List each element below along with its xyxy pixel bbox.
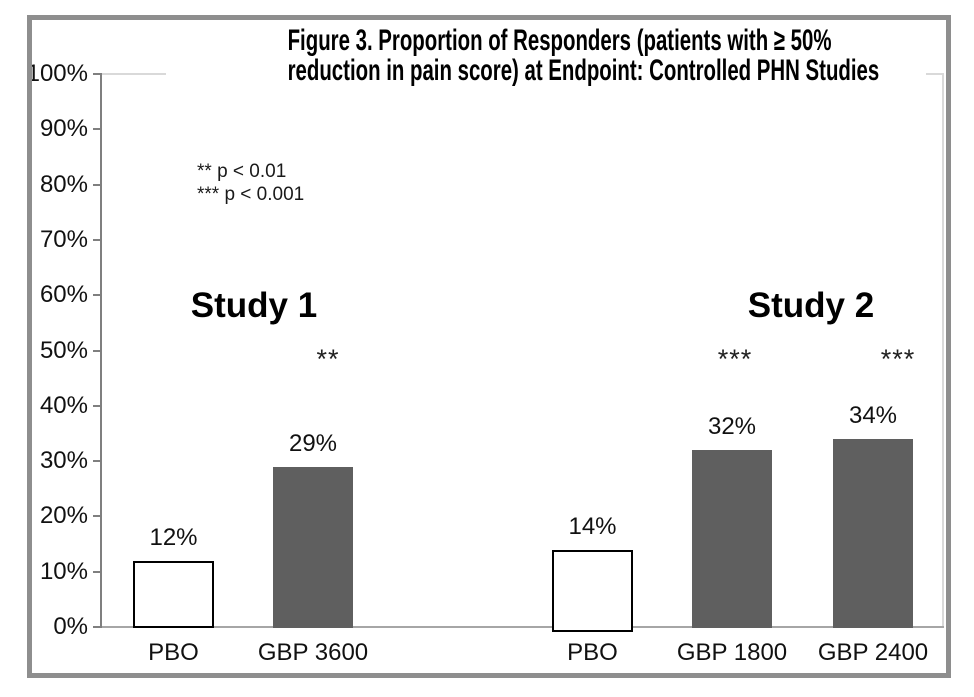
bar-gbp-1800 xyxy=(692,450,772,628)
significance-stars-gbp-1800: *** xyxy=(717,344,753,374)
figure-border xyxy=(27,15,951,678)
bar-gbp-3600 xyxy=(273,467,353,628)
y-tick-0 xyxy=(93,626,102,628)
y-tick-30 xyxy=(93,460,102,463)
bar-pbo xyxy=(552,550,633,632)
significance-stars-gbp-3600: ** xyxy=(316,344,340,374)
bar-gbp-2400 xyxy=(833,439,913,628)
y-tick-label-50: 50% xyxy=(39,336,88,364)
chart-title-line-1: Figure 3. Proportion of Responders (pati… xyxy=(287,24,832,57)
y-tick-10 xyxy=(93,570,102,573)
plot-right-border xyxy=(942,73,944,628)
category-label-pbo: PBO xyxy=(567,639,618,666)
y-tick-label-90: 90% xyxy=(39,115,88,143)
y-tick-label-70: 70% xyxy=(39,225,88,253)
y-tick-label-40: 40% xyxy=(39,391,88,419)
chart-title-line-2: reduction in pain score) at Endpoint: Co… xyxy=(287,54,880,87)
y-tick-80 xyxy=(93,183,102,186)
study-1-label: Study 1 xyxy=(190,286,318,325)
y-tick-100 xyxy=(93,73,102,75)
y-tick-70 xyxy=(93,238,102,241)
category-label-gbp-2400: GBP 2400 xyxy=(817,639,929,666)
category-label-gbp-1800: GBP 1800 xyxy=(676,639,788,666)
x-axis-line xyxy=(101,626,944,628)
y-tick-label-100: 100% xyxy=(26,60,88,87)
pvalue-legend: ** p < 0.01 *** p < 0.001 xyxy=(197,160,304,206)
y-tick-label-10: 10% xyxy=(39,557,88,585)
y-tick-label-80: 80% xyxy=(39,170,88,198)
y-tick-40 xyxy=(93,404,102,407)
pvalue-note-1: ** p < 0.01 xyxy=(197,161,287,182)
chart-title: Figure 3. Proportion of Responders (pati… xyxy=(166,26,926,86)
y-tick-label-60: 60% xyxy=(39,281,88,309)
y-tick-50 xyxy=(93,349,102,352)
y-tick-label-0: 0% xyxy=(53,613,88,640)
significance-stars-gbp-2400: *** xyxy=(880,344,916,374)
y-tick-60 xyxy=(93,294,102,297)
category-label-gbp-3600: GBP 3600 xyxy=(257,639,369,666)
pvalue-note-2: *** p < 0.001 xyxy=(197,184,305,205)
value-label-pbo: 12% xyxy=(149,524,198,551)
y-tick-label-20: 20% xyxy=(39,502,88,530)
y-tick-label-30: 30% xyxy=(39,447,88,475)
value-label-gbp-3600: 29% xyxy=(288,430,338,457)
bar-pbo xyxy=(133,561,214,628)
y-tick-20 xyxy=(93,515,102,518)
category-label-pbo: PBO xyxy=(148,639,199,666)
value-label-pbo: 14% xyxy=(568,513,617,540)
y-tick-90 xyxy=(93,128,102,131)
study-2-label: Study 2 xyxy=(747,286,875,325)
value-label-gbp-2400: 34% xyxy=(848,402,898,429)
value-label-gbp-1800: 32% xyxy=(707,413,757,440)
